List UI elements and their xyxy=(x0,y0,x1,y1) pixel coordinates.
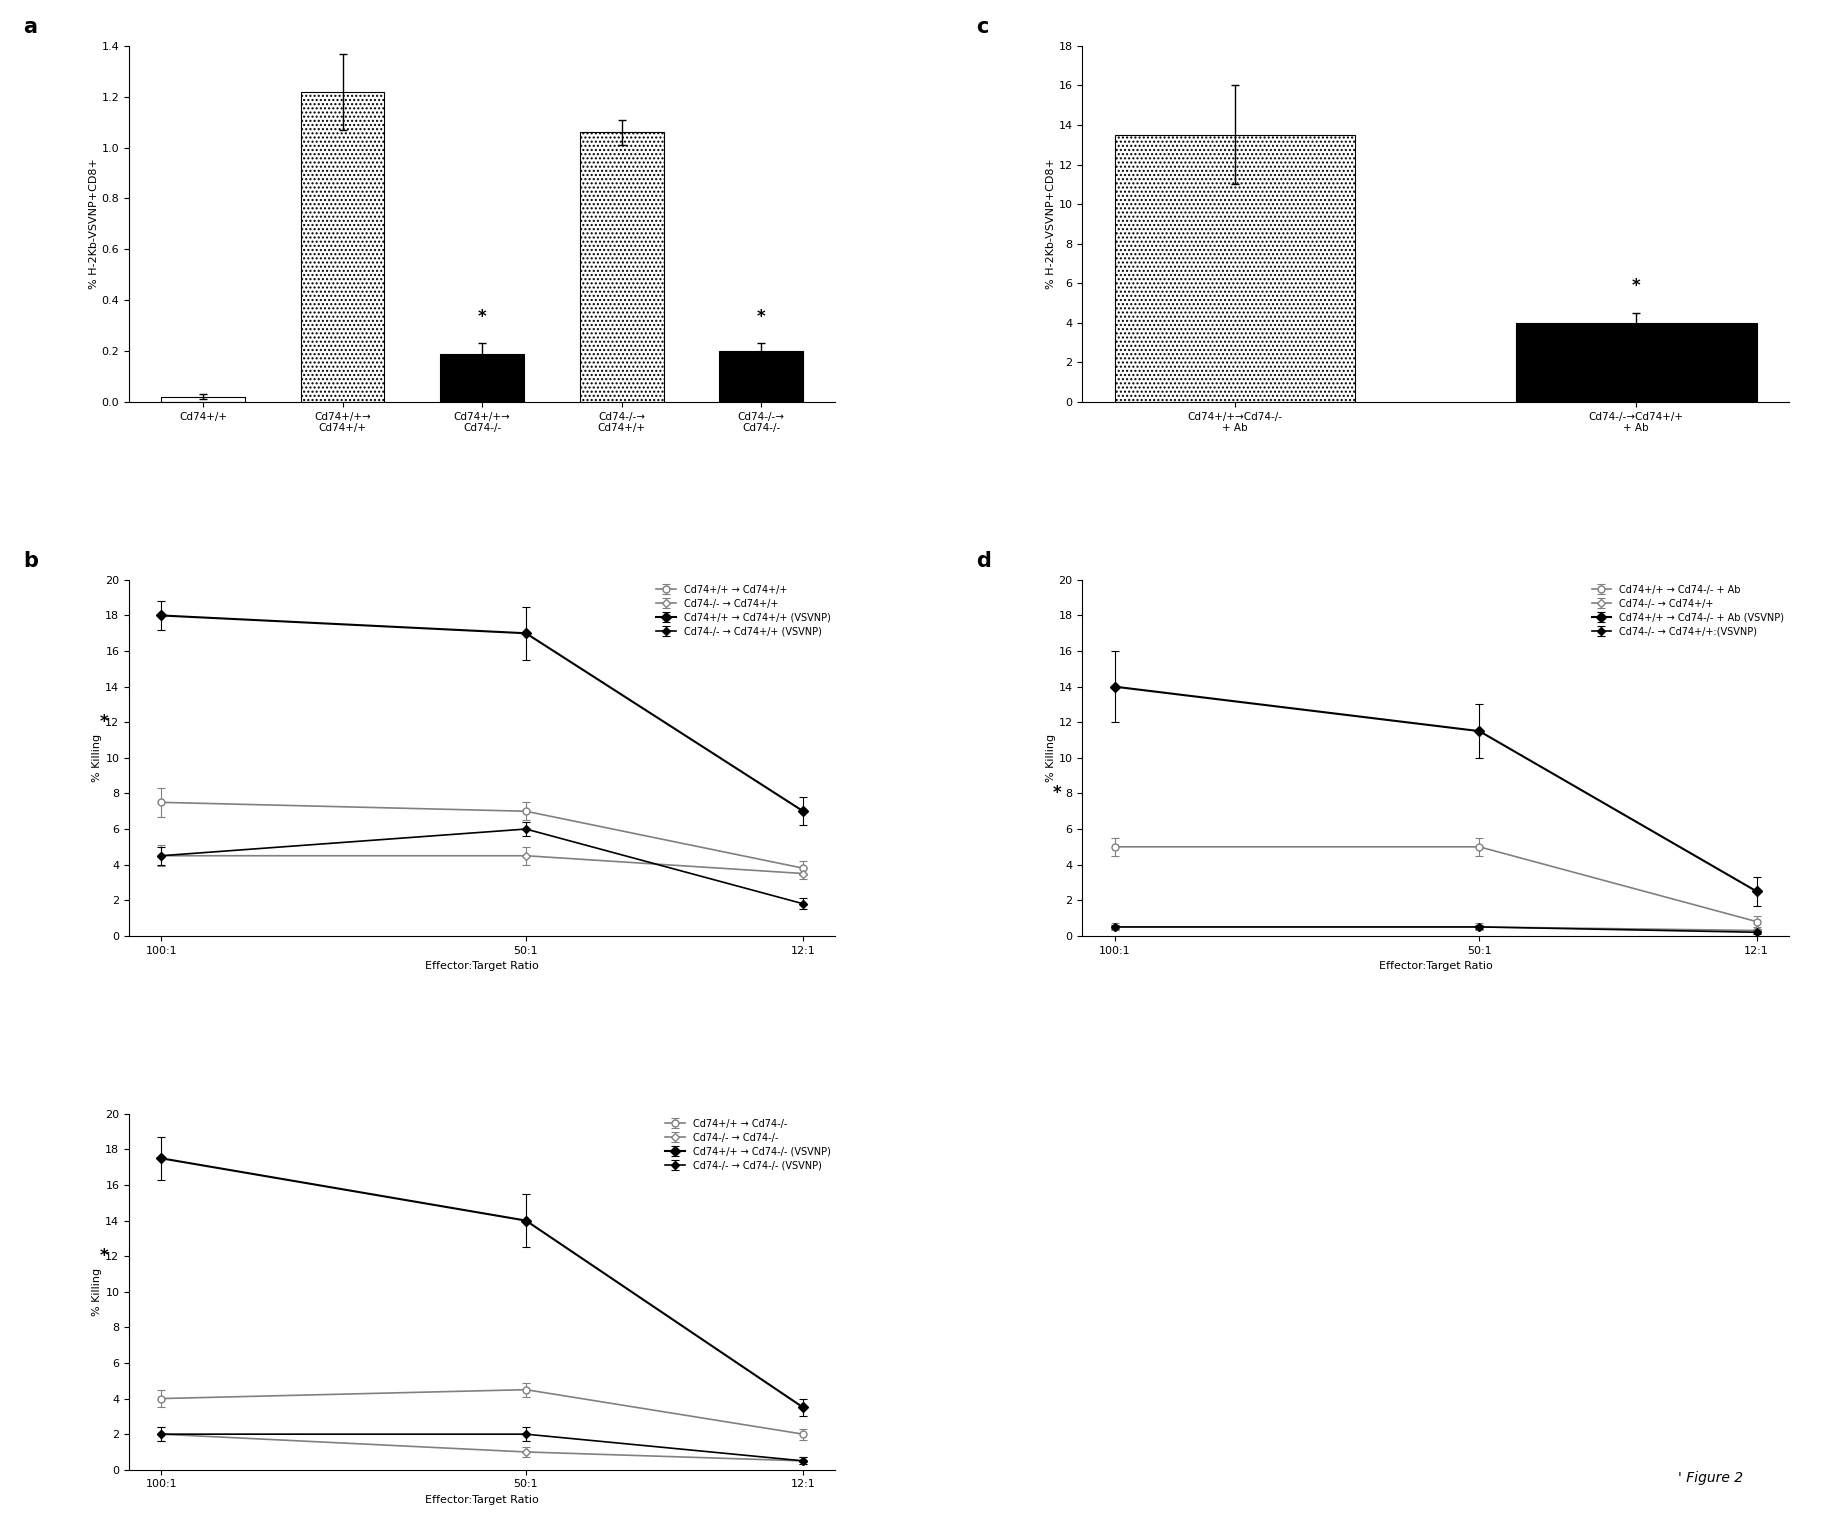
Bar xyxy=(301,92,385,401)
Text: *: * xyxy=(478,308,487,326)
X-axis label: Effector:Target Ratio: Effector:Target Ratio xyxy=(426,1496,538,1505)
Text: ' Figure 2: ' Figure 2 xyxy=(1678,1471,1743,1485)
Legend: Cd74+/+ → Cd74-/- + Ab, Cd74-/- → Cd74+/+, Cd74+/+ → Cd74-/- + Ab (VSVNP), Cd74-: Cd74+/+ → Cd74-/- + Ab, Cd74-/- → Cd74+/… xyxy=(1590,583,1785,638)
Y-axis label: % Killing: % Killing xyxy=(1046,733,1057,782)
Text: *: * xyxy=(100,1248,109,1265)
X-axis label: Effector:Target Ratio: Effector:Target Ratio xyxy=(1379,961,1492,971)
Text: *: * xyxy=(1632,277,1641,295)
Y-axis label: % H-2Kb-VSVNP+CD8+: % H-2Kb-VSVNP+CD8+ xyxy=(1046,159,1057,289)
Text: *: * xyxy=(1053,784,1062,802)
Bar xyxy=(160,397,245,401)
Text: *: * xyxy=(100,713,109,732)
Text: a: a xyxy=(24,17,37,37)
Bar xyxy=(1114,135,1355,401)
Bar xyxy=(579,132,664,401)
Legend: Cd74+/+ → Cd74+/+, Cd74-/- → Cd74+/+, Cd74+/+ → Cd74+/+ (VSVNP), Cd74-/- → Cd74+: Cd74+/+ → Cd74+/+, Cd74-/- → Cd74+/+, Cd… xyxy=(655,583,832,638)
Y-axis label: % H-2Kb-VSVNP+CD8+: % H-2Kb-VSVNP+CD8+ xyxy=(89,159,100,289)
Legend: Cd74+/+ → Cd74-/-, Cd74-/- → Cd74-/-, Cd74+/+ → Cd74-/- (VSVNP), Cd74-/- → Cd74-: Cd74+/+ → Cd74-/-, Cd74-/- → Cd74-/-, Cd… xyxy=(664,1116,832,1173)
X-axis label: Effector:Target Ratio: Effector:Target Ratio xyxy=(426,961,538,971)
Bar xyxy=(1516,323,1757,401)
Text: *: * xyxy=(758,308,765,326)
Text: c: c xyxy=(977,17,988,37)
Y-axis label: % Killing: % Killing xyxy=(92,733,103,782)
Y-axis label: % Killing: % Killing xyxy=(92,1268,103,1315)
Bar xyxy=(441,354,524,401)
Text: b: b xyxy=(24,551,39,571)
Bar xyxy=(719,351,804,401)
Text: d: d xyxy=(977,551,992,571)
